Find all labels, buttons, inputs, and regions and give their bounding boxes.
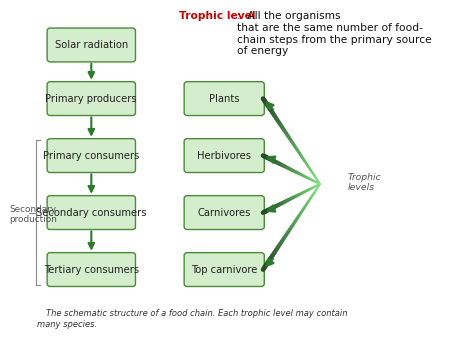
FancyBboxPatch shape [47,82,135,116]
FancyBboxPatch shape [47,196,135,230]
Text: Tertiary consumers: Tertiary consumers [44,265,139,274]
Text: Primary consumers: Primary consumers [43,151,140,161]
FancyBboxPatch shape [184,196,264,230]
Text: Trophic level: Trophic level [179,11,256,21]
Text: :  All the organisms
that are the same number of food-
chain steps from the prim: : All the organisms that are the same nu… [237,11,432,56]
FancyBboxPatch shape [184,139,264,172]
Text: The schematic structure of a food chain. Each trophic level may contain: The schematic structure of a food chain.… [46,309,347,318]
FancyBboxPatch shape [47,139,135,172]
Text: Secondary
production: Secondary production [9,204,57,224]
Text: Carnivores: Carnivores [198,208,251,218]
Text: Plants: Plants [209,94,239,104]
FancyBboxPatch shape [47,252,135,287]
Text: Top carnivore: Top carnivore [191,265,257,274]
FancyBboxPatch shape [184,252,264,287]
Text: Trophic
levels: Trophic levels [347,173,381,192]
Text: Solar radiation: Solar radiation [55,40,128,50]
Text: Herbivores: Herbivores [197,151,251,161]
Text: many species.: many species. [36,320,97,329]
Text: Primary producers: Primary producers [45,94,137,104]
FancyBboxPatch shape [47,28,135,62]
FancyBboxPatch shape [184,82,264,116]
Text: Secondary consumers: Secondary consumers [36,208,147,218]
